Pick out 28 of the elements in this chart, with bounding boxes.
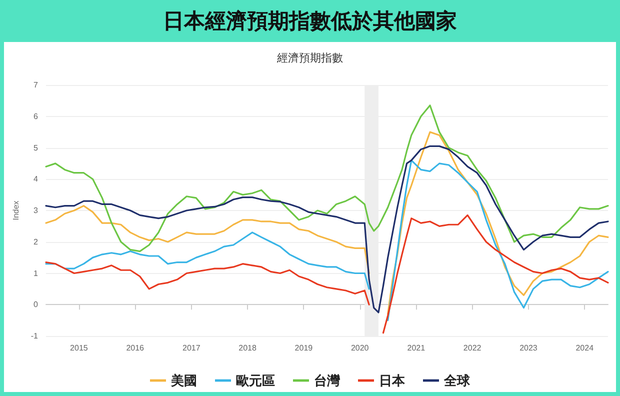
line-series xyxy=(45,104,609,252)
x-tick-label: 2019 xyxy=(294,344,314,352)
y-tick-label: 6 xyxy=(34,112,39,121)
y-axis-title: Index xyxy=(12,200,20,220)
y-tick-label: 0 xyxy=(34,300,39,310)
y-tick-label: -1 xyxy=(30,332,39,340)
x-tick-label: 2021 xyxy=(407,344,426,352)
x-tick-label: 2016 xyxy=(126,344,145,352)
y-tick-label: 4 xyxy=(34,174,39,184)
x-tick-label: 2024 xyxy=(576,344,594,352)
y-tick-label: 5 xyxy=(34,143,39,152)
x-tick-label: 2022 xyxy=(463,344,482,352)
x-tick-label: 2017 xyxy=(182,344,201,352)
legend-label: 全球 xyxy=(443,373,471,388)
x-tick-label: 2015 xyxy=(70,344,88,352)
y-tick-label: 1 xyxy=(34,268,39,278)
legend-label: 美國 xyxy=(170,373,197,388)
x-tick-label: 2023 xyxy=(520,344,538,352)
legend-label: 台灣 xyxy=(314,373,341,388)
chart-title: 日本經濟預期指數低於其他國家 xyxy=(4,0,616,42)
y-tick-label: 7 xyxy=(34,80,39,90)
y-tick-label: 3 xyxy=(34,206,39,215)
legend-label: 日本 xyxy=(379,373,406,388)
x-tick-label: 2018 xyxy=(238,344,257,352)
x-tick-label: 2020 xyxy=(350,344,370,352)
legend-label: 歐元區 xyxy=(236,373,275,388)
y-tick-label: 2 xyxy=(34,237,39,246)
chart-subtitle: 經濟預期指數 xyxy=(276,52,343,64)
